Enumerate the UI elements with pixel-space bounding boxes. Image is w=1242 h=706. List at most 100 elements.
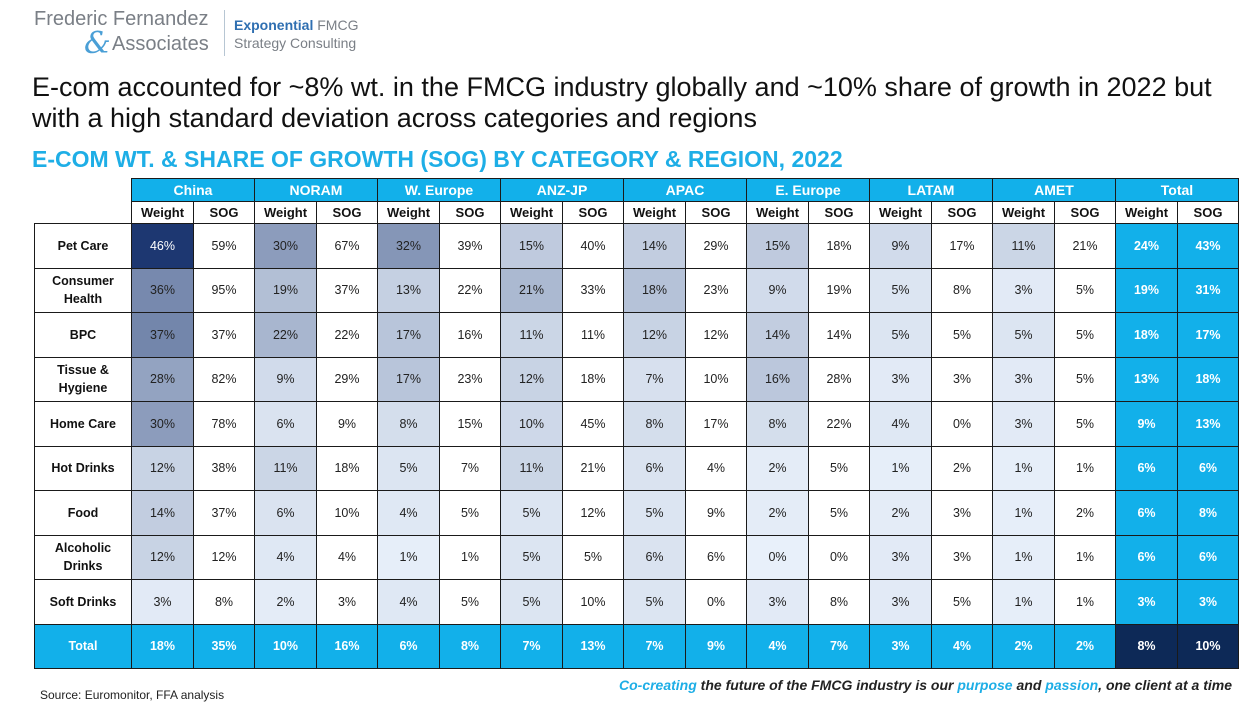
weight-cell: 3%	[869, 356, 932, 402]
table-corner	[34, 178, 132, 202]
sog-cell: 37%	[316, 267, 378, 313]
weight-header: Weight	[869, 201, 932, 224]
tagline-part: Co-creating	[619, 677, 697, 693]
tagline-part: the future of the FMCG industry is our	[696, 677, 958, 693]
total-label: Total	[34, 623, 132, 669]
sog-cell: 9%	[316, 401, 378, 447]
sog-cell: 6%	[1177, 445, 1239, 491]
region-header: E. Europe	[746, 178, 870, 202]
sog-cell: 8%	[193, 579, 255, 625]
table-row: BPC 37% 37% 22% 22% 17% 16% 11% 11% 12% 12% 14% 14% 5…	[34, 312, 1239, 358]
weight-cell: 5%	[500, 579, 563, 625]
weight-cell: 1%	[992, 534, 1055, 580]
weight-cell: 12%	[623, 312, 686, 358]
sog-cell: 11%	[562, 312, 624, 358]
weight-cell: 6%	[623, 445, 686, 491]
weight-cell: 32%	[377, 223, 440, 269]
region-header-row: China NORAM W. Europe ANZ-JP APAC E. Europe LA…	[34, 178, 1239, 202]
weight-cell: 5%	[869, 267, 932, 313]
total-weight-cell: 4%	[746, 623, 809, 669]
weight-cell: 3%	[869, 579, 932, 625]
weight-cell: 11%	[254, 445, 317, 491]
logo-name-line1: Frederic Fernandez	[34, 8, 209, 30]
weight-cell: 3%	[746, 579, 809, 625]
sog-cell: 38%	[193, 445, 255, 491]
sog-cell: 3%	[931, 490, 993, 536]
logo-brand-suffix: FMCG	[313, 17, 359, 33]
weight-cell: 17%	[377, 312, 440, 358]
sog-cell: 5%	[439, 579, 501, 625]
weight-header: Weight	[1115, 201, 1178, 224]
sog-cell: 5%	[808, 445, 870, 491]
sog-cell: 21%	[562, 445, 624, 491]
weight-cell: 4%	[377, 490, 440, 536]
sog-header: SOG	[316, 201, 378, 224]
weight-cell: 1%	[992, 445, 1055, 491]
table-corner-sub	[34, 201, 132, 224]
sog-cell: 29%	[685, 223, 747, 269]
row-category: Pet Care	[34, 223, 132, 269]
weight-cell: 3%	[131, 579, 194, 625]
data-table: China NORAM W. Europe ANZ-JP APAC E. Europe LA…	[34, 178, 1239, 669]
weight-cell: 3%	[869, 534, 932, 580]
sub-header-row: Weight SOG Weight SOG Weight SOG Weight SOG Weig…	[34, 201, 1239, 224]
sog-cell: 22%	[316, 312, 378, 358]
sog-cell: 1%	[1054, 534, 1116, 580]
weight-cell: 1%	[992, 490, 1055, 536]
region-header: LATAM	[869, 178, 993, 202]
total-sog-cell: 35%	[193, 623, 255, 669]
logo-brand-bold: Exponential	[234, 17, 314, 33]
total-weight-cell: 2%	[992, 623, 1055, 669]
row-category: Food	[34, 490, 132, 536]
sog-cell: 0%	[931, 401, 993, 447]
sog-cell: 5%	[1054, 312, 1116, 358]
weight-cell: 8%	[377, 401, 440, 447]
weight-cell: 5%	[623, 490, 686, 536]
weight-cell: 17%	[377, 356, 440, 402]
weight-cell: 8%	[746, 401, 809, 447]
sog-cell: 5%	[931, 312, 993, 358]
total-weight-cell: 7%	[500, 623, 563, 669]
sog-cell: 10%	[685, 356, 747, 402]
weight-cell: 9%	[254, 356, 317, 402]
weight-cell: 5%	[992, 312, 1055, 358]
tagline-part: passion	[1045, 677, 1099, 693]
weight-cell: 12%	[131, 445, 194, 491]
weight-cell: 3%	[992, 401, 1055, 447]
weight-cell: 0%	[746, 534, 809, 580]
sog-cell: 43%	[1177, 223, 1239, 269]
sog-cell: 15%	[439, 401, 501, 447]
weight-cell: 11%	[992, 223, 1055, 269]
sog-cell: 28%	[808, 356, 870, 402]
sog-cell: 18%	[1177, 356, 1239, 402]
headline: E-com accounted for ~8% wt. in the FMCG …	[32, 72, 1212, 133]
weight-cell: 12%	[131, 534, 194, 580]
row-category: BPC	[34, 312, 132, 358]
sog-cell: 22%	[439, 267, 501, 313]
weight-cell: 14%	[623, 223, 686, 269]
sog-cell: 18%	[808, 223, 870, 269]
sog-cell: 22%	[808, 401, 870, 447]
sog-header: SOG	[439, 201, 501, 224]
weight-cell: 22%	[254, 312, 317, 358]
weight-cell: 36%	[131, 267, 194, 313]
total-sog-cell: 7%	[808, 623, 870, 669]
total-weight-cell: 8%	[1115, 623, 1178, 669]
sog-cell: 5%	[1054, 267, 1116, 313]
weight-cell: 14%	[746, 312, 809, 358]
sog-cell: 17%	[931, 223, 993, 269]
row-category: Soft Drinks	[34, 579, 132, 625]
sog-cell: 4%	[316, 534, 378, 580]
sog-cell: 17%	[685, 401, 747, 447]
weight-cell: 16%	[746, 356, 809, 402]
logo-ampersand: &	[84, 26, 111, 61]
weight-cell: 11%	[500, 445, 563, 491]
weight-cell: 3%	[992, 356, 1055, 402]
sog-cell: 23%	[439, 356, 501, 402]
weight-cell: 12%	[500, 356, 563, 402]
total-weight-cell: 3%	[869, 623, 932, 669]
sog-cell: 37%	[193, 490, 255, 536]
weight-cell: 7%	[623, 356, 686, 402]
total-weight-cell: 10%	[254, 623, 317, 669]
weight-cell: 6%	[1115, 534, 1178, 580]
